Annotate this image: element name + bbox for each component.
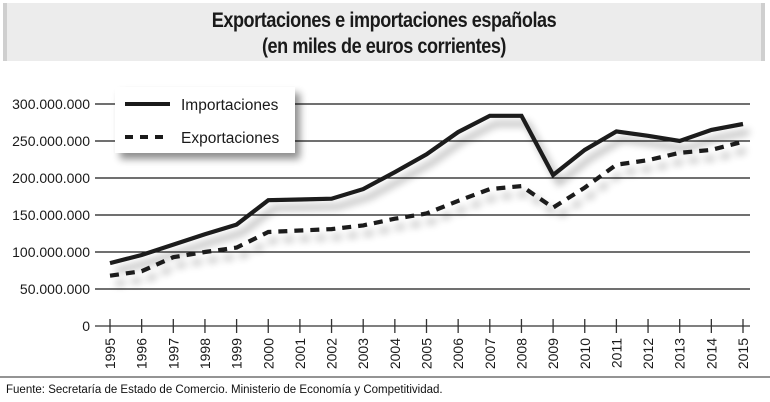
x-tick-label: 2010: [577, 338, 593, 369]
x-tick-label: 2005: [419, 338, 435, 369]
chart-title: Exportaciones e importaciones españolas: [211, 9, 557, 32]
x-tick-label: 2002: [324, 338, 340, 369]
legend-importaciones-label: Importaciones: [181, 97, 279, 114]
y-tick-label: 100.000.000: [12, 244, 90, 260]
y-axis-tick-labels: 0 50.000.000 100.000.000 150.000.000 200.000…: [12, 96, 90, 334]
series-line-exportaciones: [109, 139, 744, 278]
x-tick-label: 2006: [450, 338, 466, 369]
x-tick-label: 1997: [165, 338, 181, 369]
y-tick-label: 200.000.000: [12, 170, 90, 186]
y-tick-label: 50.000.000: [20, 281, 90, 297]
x-tick-label: 1996: [134, 338, 150, 369]
x-tick-label: 2011: [608, 338, 624, 368]
x-tick-label: 2000: [260, 338, 276, 369]
x-tick-label: 2012: [640, 338, 656, 369]
series-line-importaciones: [109, 113, 744, 266]
legend: [115, 87, 295, 153]
y-tick-label: 0: [82, 318, 90, 334]
x-tick-label: 1999: [229, 338, 245, 369]
x-tick-label: 2015: [735, 338, 751, 369]
y-tick-label: 250.000.000: [12, 133, 90, 149]
title-band: Exportaciones e importaciones españolas …: [3, 3, 765, 61]
legend-items: Importaciones Exportaciones: [125, 97, 279, 147]
legend-exportaciones-label: Exportaciones: [181, 130, 279, 147]
x-tick-label: 1995: [102, 338, 118, 369]
series-layer: [109, 113, 744, 278]
x-tick-label: 2007: [482, 338, 498, 369]
legend-box: [115, 87, 295, 153]
x-tick-label: 2014: [703, 338, 719, 369]
x-tick-label: 2001: [292, 338, 308, 369]
x-tick-label: 2008: [513, 338, 529, 369]
chart-subtitle: (en miles de euros corrientes): [261, 35, 507, 58]
source-note: Fuente: Secretaría de Estado de Comercio…: [6, 384, 443, 396]
x-tick-label: 2009: [545, 338, 561, 369]
x-tick-label: 2003: [355, 338, 371, 369]
x-axis: 1995 1996 1997 1998 1999 2000 2001 2002 2003 2004…: [0, 319, 770, 378]
x-tick-label: 2004: [387, 338, 403, 369]
x-tick-label: 2013: [672, 338, 688, 369]
y-tick-label: 150.000.000: [12, 207, 90, 223]
x-tick-label: 1998: [197, 338, 213, 369]
y-tick-label: 300.000.000: [12, 96, 90, 112]
